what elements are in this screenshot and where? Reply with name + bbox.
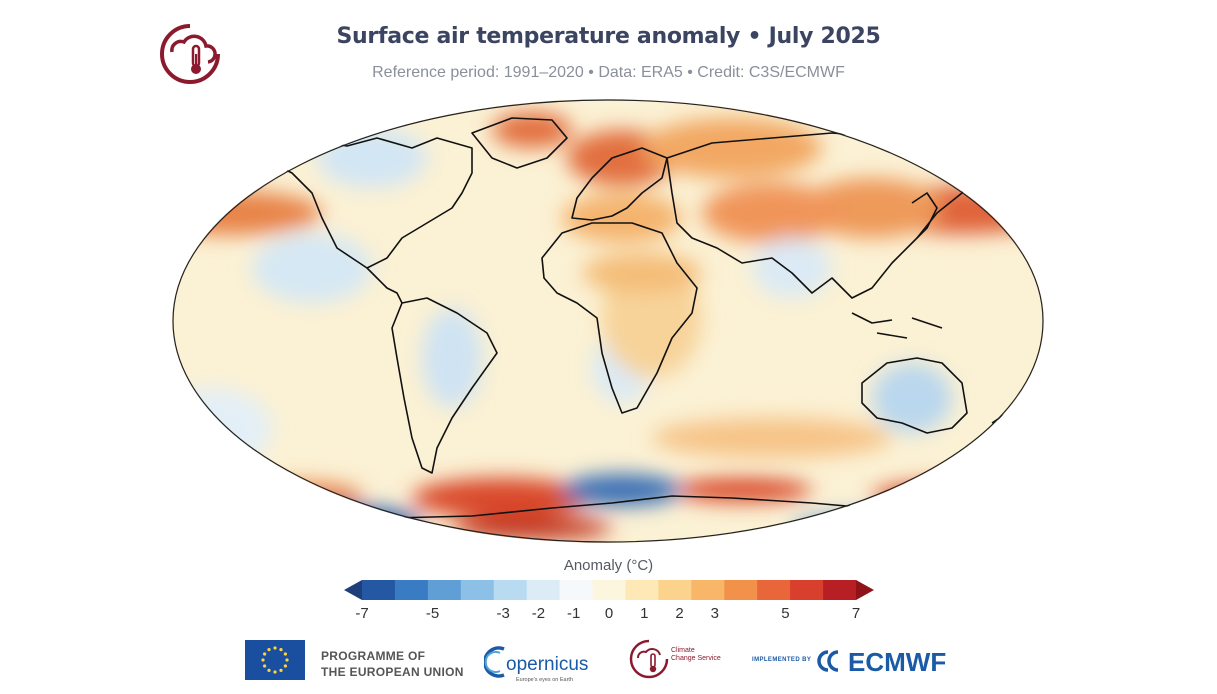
eu-star [267, 648, 271, 652]
legend-swatch [658, 580, 692, 600]
c3s-cloud-thermometer-icon [160, 24, 220, 84]
page-title: Surface air temperature anomaly • July 2… [336, 24, 881, 49]
legend-swatch [460, 580, 495, 600]
legend-arrow-max [856, 580, 874, 600]
legend-swatch [823, 580, 857, 600]
eu-star [279, 668, 283, 672]
legend-title: Anomaly (°C) [563, 557, 654, 574]
legend-swatch [362, 580, 396, 600]
legend-swatch [526, 580, 560, 600]
legend-tick-label: -7 [355, 605, 369, 622]
legend-tick-label: 2 [675, 605, 684, 622]
world-anomaly-map [172, 99, 1044, 543]
page-subtitle: Reference period: 1991–2020 • Data: ERA5… [372, 64, 845, 81]
legend-swatch [592, 580, 626, 600]
implemented-by-text: IMPLEMENTED BY [752, 657, 812, 663]
legend-swatch [394, 580, 429, 600]
eu-star [261, 658, 265, 662]
copernicus-logo: opernicus Europe's eyes on Earth [484, 646, 588, 683]
eu-star [283, 664, 287, 668]
legend-swatch [559, 580, 593, 600]
eu-star [283, 652, 287, 656]
legend-swatch [691, 580, 725, 600]
c3s-logo-icon [629, 639, 669, 679]
legend-tick-label: 0 [604, 605, 614, 622]
legend-tick-label: 5 [781, 605, 790, 622]
c3s-line2: Change Service [671, 655, 721, 662]
ecmwf-logo: ECMWF [817, 647, 946, 676]
legend-tick-label: 7 [851, 605, 861, 622]
legend-tick-label: -2 [531, 605, 546, 622]
legend-tick-label: 3 [710, 605, 720, 622]
eu-programme-text: PROGRAMME OF THE EUROPEAN UNION [321, 648, 464, 680]
legend-tick-label: 1 [640, 605, 649, 622]
legend-arrow-min [344, 580, 362, 600]
copernicus-wordmark: opernicus [506, 654, 588, 675]
eu-star [267, 668, 271, 672]
eu-text-line2: THE EUROPEAN UNION [321, 665, 464, 679]
c3s-line1: Climate [671, 647, 695, 654]
eu-star [279, 648, 283, 652]
c3s-text: Climate Change Service [671, 647, 721, 663]
eu-star [273, 646, 277, 650]
legend-swatch [724, 580, 758, 600]
ecmwf-wordmark: ECMWF [848, 647, 946, 676]
legend-swatch [790, 580, 824, 600]
eu-text-line1: PROGRAMME OF [321, 649, 426, 663]
legend-swatch [427, 580, 462, 600]
legend-swatch [757, 580, 791, 600]
color-legend-bar [344, 580, 874, 600]
copernicus-tagline: Europe's eyes on Earth [516, 677, 573, 683]
legend-tick-label: -3 [496, 605, 510, 622]
legend-swatch [625, 580, 659, 600]
legend-swatch [493, 580, 528, 600]
eu-star [273, 670, 277, 674]
eu-star [285, 658, 289, 662]
legend-tick-label: -5 [425, 605, 440, 622]
eu-star [263, 664, 267, 668]
eu-flag-icon [245, 640, 305, 680]
eu-star [263, 652, 267, 656]
legend-tick-label: -1 [567, 605, 581, 622]
